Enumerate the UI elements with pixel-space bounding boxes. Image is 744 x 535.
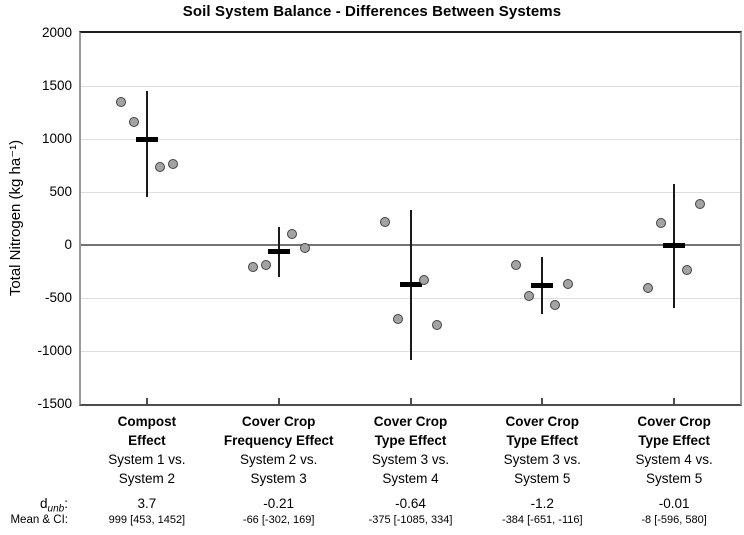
group-effect-label: Compost [117,414,177,429]
group-effect-label: Frequency Effect [223,433,334,448]
x-tick [673,398,676,404]
group-effect-label: Effect [128,433,166,448]
y-tick-label: 500 [49,184,72,199]
data-point [656,218,667,229]
y-tick-label: 0 [64,237,72,252]
gridline [81,85,740,87]
data-point [286,228,297,239]
group-label-column: Cover Crop Type Effect System 3 vs. System … [467,412,617,527]
data-point [154,161,165,172]
group-comparison-label: System 3 vs. [503,452,581,467]
x-tick [277,398,280,404]
data-point [550,300,561,311]
data-point [682,264,693,275]
mean-bar [399,282,422,288]
group-comparison-label: System 5 [514,471,571,486]
group-comparison-label: System 3 [250,471,307,486]
group-mean-ci-value: -66 [-302, 169] [242,514,315,526]
d-unb-colon: : [64,496,68,511]
group-effect-label: Cover Crop [637,414,711,429]
mean-bar [531,283,554,289]
x-tick [541,398,544,404]
ci-line [145,91,148,197]
data-point [379,216,390,227]
group-label-column: Cover Crop Type Effect System 3 vs. System … [336,412,486,527]
data-point [167,158,178,169]
data-point [299,243,310,254]
d-unb-subscript: unb [47,503,65,515]
data-point [563,279,574,290]
group-mean-ci-value: -384 [-651, -116] [502,514,583,526]
y-tick-label: 2000 [41,25,72,40]
x-tick [145,398,148,404]
group-d-unb-value: 3.7 [137,496,157,511]
group-comparison-label: System 4 vs. [635,452,713,467]
group-effect-label: Cover Crop [505,414,580,429]
group-mean-ci-value: -375 [-1085, 334] [368,514,453,526]
data-point [128,117,139,128]
group-d-unb-value: -1.2 [530,496,554,511]
group-comparison-label: System 2 vs. [240,452,318,467]
data-point [643,283,654,294]
group-label-column: Compost Effect System 1 vs. System 2 3.7 999 … [72,412,222,527]
group-comparison-label: System 2 [118,471,176,486]
group-d-unb-value: -0.21 [263,496,295,511]
group-effect-label: Cover Crop [241,414,316,429]
gridline [81,138,740,140]
group-effect-label: Type Effect [374,433,447,448]
group-effect-label: Type Effect [506,433,579,448]
mean-ci-row-label: Mean & CI: [10,514,68,526]
y-tick-label: -1000 [37,343,72,358]
d-unb-row-label: dunb: [0,495,68,518]
data-point [695,199,706,210]
group-comparison-label: System 4 [382,471,439,486]
group-d-unb-value: -0.64 [395,496,426,511]
group-effect-label: Cover Crop [373,414,448,429]
group-mean-ci-value: -8 [-596, 580] [641,514,707,526]
group-comparison-label: System 1 vs. [108,452,186,467]
d-unb-base: d [40,496,48,511]
data-point [524,291,535,302]
y-tick-label: -1500 [37,396,72,411]
data-point [247,262,258,273]
gridline [81,191,740,193]
plot-area [79,31,742,406]
chart-title: Soil System Balance - Differences Betwee… [182,3,562,20]
group-label-column: Cover Crop Frequency Effect System 2 vs. Sy… [204,412,354,527]
group-label-column: Cover Crop Type Effect System 4 vs. System … [599,412,744,527]
group-comparison-label: System 5 [645,471,703,486]
mean-bar [135,136,158,142]
y-tick-label: 1000 [41,131,72,146]
data-point [260,259,271,270]
data-point [392,314,403,325]
mean-bar [663,243,686,249]
group-comparison-label: System 3 vs. [371,452,450,467]
y-tick-label: 1500 [41,78,72,93]
data-point [511,260,522,271]
group-effect-label: Type Effect [638,433,710,448]
data-point [115,97,126,108]
group-d-unb-value: -0.01 [658,496,690,511]
x-tick [409,398,412,404]
y-tick-label: -500 [44,290,72,305]
mean-bar [267,249,290,255]
group-mean-ci-value: 999 [453, 1452] [108,514,186,526]
data-point [431,319,442,330]
data-point [418,274,429,285]
